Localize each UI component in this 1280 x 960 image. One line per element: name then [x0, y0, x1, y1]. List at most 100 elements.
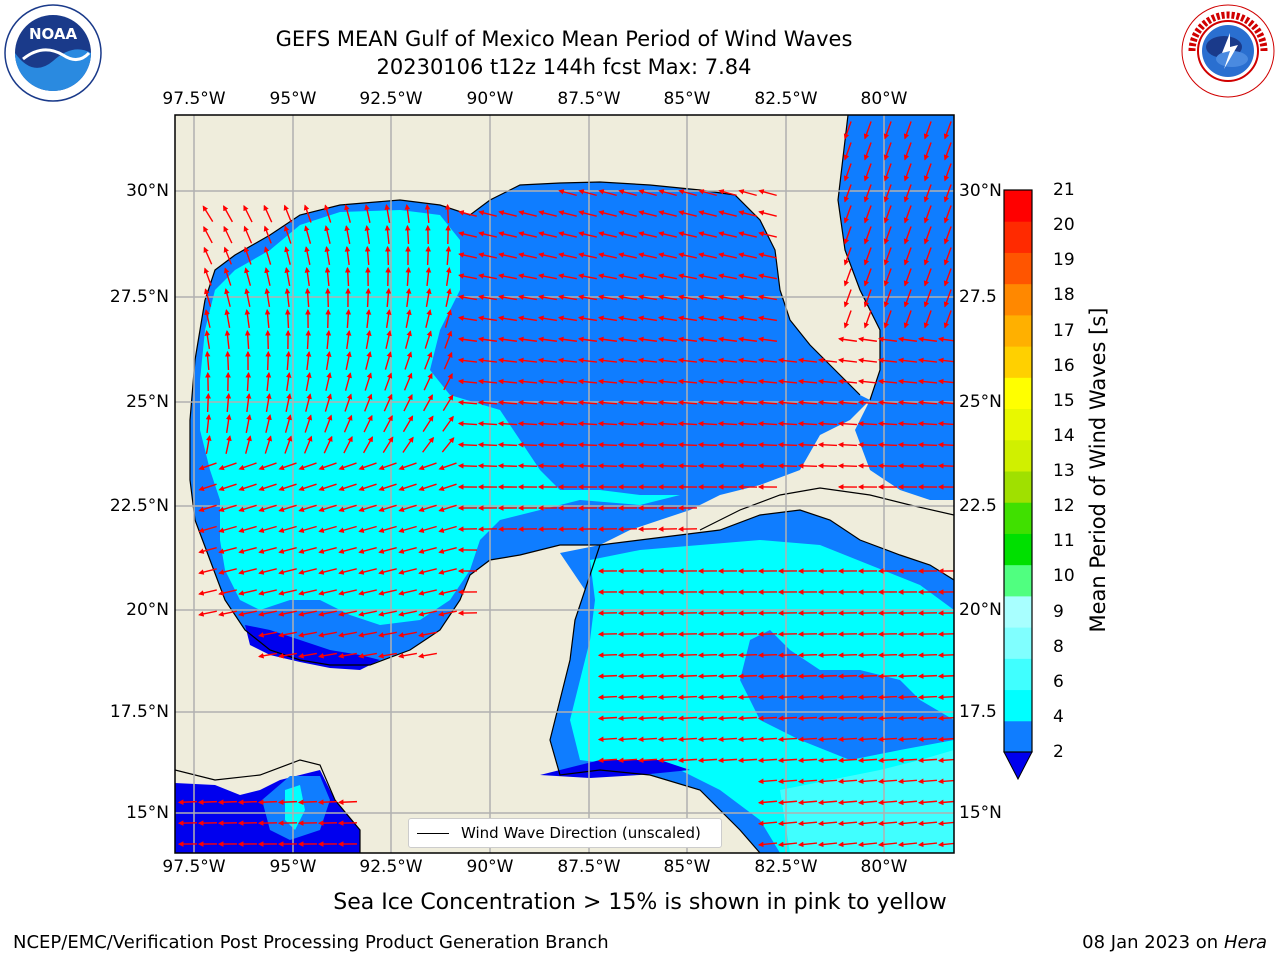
wave-direction-arrow	[318, 483, 337, 492]
wave-direction-arrow	[757, 399, 778, 406]
lat-tick-right: 20°N	[959, 600, 1002, 620]
wave-direction-arrow	[477, 336, 498, 343]
wave-direction-arrow	[617, 441, 638, 448]
wave-direction-arrow	[398, 504, 417, 513]
wave-direction-arrow	[404, 351, 413, 370]
wave-direction-arrow	[198, 483, 217, 492]
wave-direction-arrow	[577, 463, 598, 469]
wave-direction-arrow	[457, 357, 478, 364]
wave-direction-arrow	[517, 399, 538, 406]
wave-direction-arrow	[203, 246, 213, 265]
wave-direction-arrow	[617, 463, 638, 469]
wave-direction-arrow	[438, 589, 457, 596]
wave-direction-arrow	[883, 163, 892, 182]
wave-direction-arrow	[697, 652, 718, 658]
lon-tick-top: 92.5°W	[359, 89, 423, 109]
wave-direction-arrow	[323, 435, 333, 454]
wave-direction-arrow	[917, 441, 938, 448]
wave-direction-arrow	[797, 441, 818, 448]
wave-direction-arrow	[538, 273, 557, 280]
wave-direction-arrow	[697, 420, 718, 427]
wave-direction-arrow	[245, 435, 252, 454]
wave-direction-arrow	[678, 294, 697, 301]
wave-direction-arrow	[238, 504, 257, 513]
wave-direction-arrow	[444, 203, 451, 224]
wave-direction-arrow	[358, 589, 377, 596]
wave-direction-arrow	[817, 820, 838, 827]
wave-direction-arrow	[677, 715, 698, 722]
wave-direction-arrow	[677, 673, 698, 679]
pacific-water-cyan	[285, 785, 305, 830]
wave-direction-arrow	[718, 252, 737, 259]
wave-direction-arrow	[658, 210, 677, 217]
wave-direction-arrow	[757, 715, 778, 722]
wave-direction-arrow	[458, 315, 477, 322]
wave-direction-arrow	[238, 483, 257, 492]
colorbar-segment	[1004, 502, 1032, 534]
wave-direction-arrow	[677, 336, 698, 343]
wave-direction-arrow	[558, 252, 577, 259]
wave-direction-arrow	[757, 799, 778, 806]
wave-direction-arrow	[265, 371, 272, 392]
wave-direction-arrow	[617, 336, 638, 343]
wave-direction-arrow	[718, 315, 737, 322]
wave-direction-arrow	[303, 435, 313, 454]
noaa-logo-text: NOAA	[29, 25, 78, 43]
wave-direction-arrow	[638, 294, 657, 301]
wave-direction-arrow	[883, 205, 892, 224]
wave-direction-arrow	[943, 289, 952, 308]
colorbar-tick: 19	[1053, 250, 1075, 271]
wave-direction-arrow	[378, 631, 397, 638]
wave-direction-arrow	[238, 589, 257, 596]
wave-direction-arrow	[638, 231, 657, 238]
wave-direction-arrow	[398, 462, 417, 471]
wave-direction-arrow	[817, 463, 838, 469]
wave-direction-arrow	[258, 631, 277, 638]
wave-direction-arrow	[577, 357, 598, 364]
wave-direction-arrow	[598, 189, 617, 197]
wave-direction-arrow	[284, 414, 292, 433]
wave-direction-arrow	[777, 799, 798, 806]
wave-direction-arrow	[857, 820, 878, 827]
wave-direction-arrow	[198, 589, 217, 596]
wave-direction-arrow	[857, 336, 878, 343]
wave-direction-arrow	[943, 310, 952, 329]
wave-direction-arrow	[717, 715, 738, 722]
wave-direction-arrow	[777, 820, 798, 827]
wave-direction-arrow	[518, 231, 537, 238]
wave-direction-arrow	[617, 736, 638, 743]
wave-direction-arrow	[597, 399, 618, 406]
lon-tick-top: 85°W	[663, 89, 711, 109]
wave-direction-arrow	[245, 371, 252, 392]
wave-direction-arrow	[238, 610, 257, 617]
wave-direction-arrow	[403, 393, 413, 412]
wave-direction-arrow	[618, 231, 637, 238]
wave-direction-arrow	[443, 351, 453, 370]
colorbar-tick: 9	[1053, 601, 1064, 622]
wave-direction-arrow	[205, 413, 212, 434]
wave-direction-arrow	[877, 399, 898, 406]
lon-tick-bottom: 80°W	[860, 857, 908, 877]
wave-direction-arrow	[637, 336, 658, 343]
wave-direction-arrow	[258, 589, 277, 596]
wave-direction-arrow	[837, 652, 858, 658]
wave-direction-arrow	[597, 736, 618, 743]
wave-direction-arrow	[883, 289, 892, 308]
wave-direction-arrow	[477, 420, 498, 427]
wave-direction-arrow	[917, 778, 938, 785]
wave-direction-arrow	[658, 231, 677, 238]
wave-direction-arrow	[758, 294, 777, 301]
wave-direction-arrow	[458, 210, 477, 217]
wave-direction-arrow	[903, 184, 912, 203]
wave-direction-arrow	[638, 210, 657, 217]
wave-direction-arrow	[418, 568, 437, 575]
wave-direction-arrow	[365, 351, 372, 370]
wave-direction-arrow	[657, 399, 678, 406]
colorbar-segment	[1004, 314, 1032, 347]
wave-direction-arrow	[817, 694, 838, 701]
wave-direction-arrow	[277, 799, 298, 805]
wave-direction-arrow	[358, 568, 377, 575]
wave-direction-arrow	[278, 546, 297, 554]
wave-direction-arrow	[382, 436, 394, 454]
wave-direction-arrow	[578, 252, 597, 259]
